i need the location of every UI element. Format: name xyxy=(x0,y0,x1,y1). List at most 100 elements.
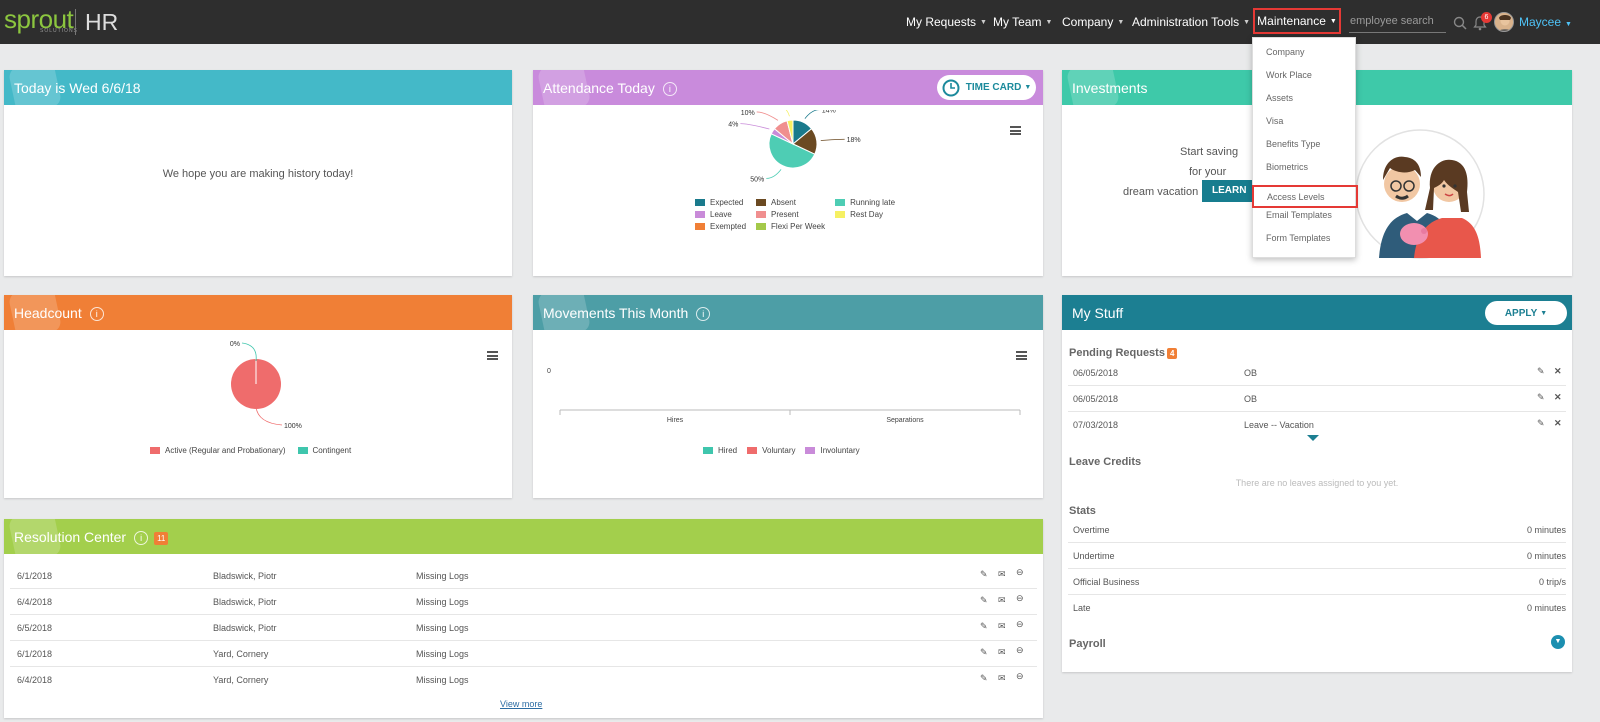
legend-item[interactable]: Involuntary xyxy=(805,446,860,455)
row-issue: Missing Logs xyxy=(416,649,469,659)
learn-more-button[interactable]: LEARN xyxy=(1202,180,1252,202)
pie-slice-rest-day[interactable] xyxy=(786,119,794,145)
legend-swatch xyxy=(756,223,767,231)
x-tick-label: Separations xyxy=(886,417,924,424)
envelope-icon[interactable]: ✉ xyxy=(998,673,1006,683)
info-icon[interactable]: i xyxy=(89,307,104,322)
pencil-icon[interactable]: ✎ xyxy=(980,673,988,683)
legend-item[interactable]: Expected xyxy=(695,198,746,207)
legend-item[interactable]: Running late xyxy=(835,198,895,207)
menu-item-access-levels[interactable]: Access Levels xyxy=(1252,185,1358,208)
menu-item-form-templates[interactable]: Form Templates xyxy=(1266,233,1331,243)
nav-label: My Team xyxy=(993,15,1042,29)
envelope-icon[interactable]: ✉ xyxy=(998,621,1006,631)
invest-line-3: dream vacation xyxy=(1123,186,1199,198)
payroll-label: Payroll xyxy=(1069,638,1106,650)
sprout-logo[interactable]: sprout SOLUTIONS HR xyxy=(4,4,124,38)
minus-circle-icon[interactable]: ⊖ xyxy=(1016,645,1024,655)
legend-item[interactable]: Voluntary xyxy=(747,446,795,455)
menu-item-assets[interactable]: Assets xyxy=(1266,93,1294,103)
product-name: HR xyxy=(85,9,119,35)
legend-item[interactable]: Absent xyxy=(756,198,825,207)
info-icon[interactable]: i xyxy=(662,82,677,97)
search-icon[interactable] xyxy=(1453,16,1467,30)
legend-item[interactable]: Flexi Per Week xyxy=(756,222,825,231)
legend-swatch xyxy=(756,199,767,207)
top-navbar: sprout SOLUTIONS HR My Requests ▼ My Team… xyxy=(0,0,1600,44)
menu-item-email-templates[interactable]: Email Templates xyxy=(1266,210,1332,220)
request-row[interactable]: 07/03/2018 Leave -- Vacation ✎ ✕ xyxy=(1068,412,1566,438)
nav-my-requests[interactable]: My Requests ▼ xyxy=(906,0,987,44)
table-row: 6/1/2018 Yard, Cornery Missing Logs ✎ ✉ ⊖ xyxy=(10,641,1037,667)
time-card-button[interactable]: TIME CARD ▼ xyxy=(937,75,1036,100)
close-icon[interactable]: ✕ xyxy=(1554,418,1562,428)
request-row[interactable]: 06/05/2018 OB ✎ ✕ xyxy=(1068,360,1566,386)
attendance-pie-chart: 14%18%50%4%10%4% xyxy=(728,110,861,183)
row-name: Yard, Cornery xyxy=(213,649,269,659)
expand-arrow-icon[interactable] xyxy=(1307,435,1319,441)
menu-item-biometrics[interactable]: Biometrics xyxy=(1266,162,1309,172)
pencil-icon[interactable]: ✎ xyxy=(1537,392,1545,402)
minus-circle-icon[interactable]: ⊖ xyxy=(1016,567,1024,577)
envelope-icon[interactable]: ✉ xyxy=(998,595,1006,605)
envelope-icon[interactable]: ✉ xyxy=(998,569,1006,579)
pie-slice-running-late[interactable] xyxy=(768,133,816,169)
user-menu[interactable]: Maycee ▼ xyxy=(1519,15,1572,29)
info-icon[interactable]: i xyxy=(696,307,711,322)
attendance-card: Attendance Today i TIME CARD ▼ 14% 18% 50% 4%… xyxy=(533,70,1043,276)
nav-label: Administration Tools xyxy=(1132,15,1240,29)
pencil-icon[interactable]: ✎ xyxy=(980,621,988,631)
nav-label: Maintenance xyxy=(1257,14,1326,28)
pencil-icon[interactable]: ✎ xyxy=(980,569,988,579)
pie-connector xyxy=(820,138,845,141)
chart-menu-icon[interactable] xyxy=(1010,126,1021,135)
caret-down-icon: ▼ xyxy=(1540,309,1548,317)
row-issue: Missing Logs xyxy=(416,675,469,685)
nav-administration-tools[interactable]: Administration Tools ▼ xyxy=(1132,0,1250,44)
minus-circle-icon[interactable]: ⊖ xyxy=(1016,671,1024,681)
menu-item-benefits-type[interactable]: Benefits Type xyxy=(1266,139,1321,149)
menu-item-work-place[interactable]: Work Place xyxy=(1266,70,1312,80)
close-icon[interactable]: ✕ xyxy=(1554,366,1562,376)
request-row[interactable]: 06/05/2018 OB ✎ ✕ xyxy=(1068,386,1566,412)
close-icon[interactable]: ✕ xyxy=(1554,392,1562,402)
envelope-icon[interactable]: ✉ xyxy=(998,647,1006,657)
chart-menu-icon[interactable] xyxy=(1016,351,1027,360)
view-more-link[interactable]: View more xyxy=(500,699,543,709)
movements-legend: Hired Voluntary Involuntary xyxy=(703,446,870,455)
table-row: 6/5/2018 Bladswick, Piotr Missing Logs ✎ ✉ ⊖ xyxy=(10,615,1037,641)
apply-button[interactable]: APPLY ▼ xyxy=(1485,301,1567,325)
request-date: 06/05/2018 xyxy=(1073,368,1119,378)
legend-item[interactable]: Rest Day xyxy=(835,210,895,219)
caret-down-icon: ▼ xyxy=(980,18,987,26)
nav-company[interactable]: Company ▼ xyxy=(1062,0,1124,44)
pencil-icon[interactable]: ✎ xyxy=(1537,418,1545,428)
menu-item-visa[interactable]: Visa xyxy=(1266,116,1284,126)
legend-item[interactable]: Exempted xyxy=(695,222,746,231)
avatar[interactable] xyxy=(1494,12,1514,32)
legend-item[interactable]: Active (Regular and Probationary) xyxy=(150,446,286,455)
minus-circle-icon[interactable]: ⊖ xyxy=(1016,619,1024,629)
legend-swatch xyxy=(703,447,713,455)
info-icon[interactable]: i xyxy=(134,531,149,546)
legend-item[interactable]: Present xyxy=(756,210,825,219)
legend-item[interactable]: Contingent xyxy=(297,446,351,455)
user-name: Maycee xyxy=(1519,15,1562,29)
pencil-icon[interactable]: ✎ xyxy=(980,595,988,605)
employee-search-input[interactable] xyxy=(1349,9,1446,33)
stat-name: Undertime xyxy=(1073,551,1115,561)
pencil-icon[interactable]: ✎ xyxy=(1537,366,1545,376)
minus-circle-icon[interactable]: ⊖ xyxy=(1016,593,1024,603)
stat-value: 0 minutes xyxy=(1526,603,1566,613)
y-tick-label: 0 xyxy=(547,368,551,375)
nav-my-team[interactable]: My Team ▼ xyxy=(993,0,1052,44)
pencil-icon[interactable]: ✎ xyxy=(980,647,988,657)
chart-menu-icon[interactable] xyxy=(487,351,498,360)
nav-maintenance[interactable]: Maintenance ▼ xyxy=(1253,8,1341,34)
pie-connector xyxy=(766,169,782,179)
legend-item[interactable]: Hired xyxy=(703,446,737,455)
legend-item[interactable]: Leave xyxy=(695,210,746,219)
payroll-expand-icon[interactable]: ▼ xyxy=(1551,635,1565,649)
menu-item-company[interactable]: Company xyxy=(1266,47,1305,57)
legend-label: Exempted xyxy=(710,222,747,231)
